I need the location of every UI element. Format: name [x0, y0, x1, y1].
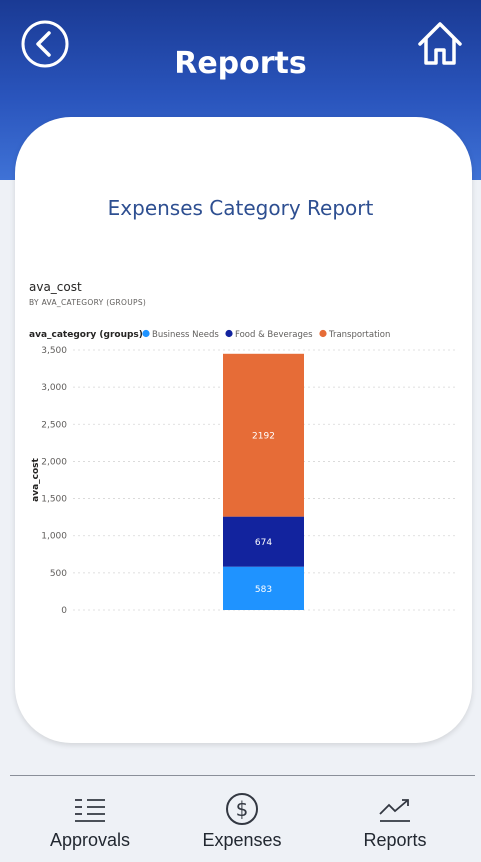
home-button[interactable]	[416, 20, 464, 68]
dollar-circle-icon: $	[226, 793, 258, 825]
legend-marker	[225, 329, 233, 338]
y-tick-label: 3,500	[41, 346, 67, 356]
legend-title: ava_category (groups)	[29, 330, 143, 340]
legend-label: Business Needs	[152, 330, 219, 340]
trend-chart-icon	[379, 799, 410, 822]
home-icon	[418, 22, 462, 65]
chart-subtitle: BY AVA_CATEGORY (GROUPS)	[29, 298, 146, 307]
page-title: Reports	[174, 46, 307, 81]
nav-divider	[10, 775, 475, 776]
chart-title: ava_cost	[29, 280, 82, 294]
nav-reports-label: Reports	[363, 830, 427, 850]
legend-label: Food & Beverages	[235, 330, 313, 340]
nav-approvals-label: Approvals	[49, 830, 131, 850]
y-tick-label: 500	[50, 569, 67, 579]
legend-marker	[142, 329, 150, 338]
chart-legend: ava_category (groups) Business Needs Food …	[29, 329, 390, 340]
bar-segment[interactable]	[223, 516, 304, 567]
y-tick-label: 1,500	[41, 495, 67, 505]
bar-segment[interactable]	[223, 566, 304, 610]
bar-segment[interactable]	[223, 353, 304, 517]
nav-reports[interactable]: Reports	[325, 790, 465, 858]
svg-text:$: $	[236, 797, 249, 821]
legend-marker	[319, 329, 327, 338]
nav-expenses[interactable]: $ Expenses	[172, 790, 312, 858]
y-tick-label: 2,000	[41, 457, 67, 467]
data-label: 583	[255, 585, 272, 595]
y-axis-label: ava_cost	[31, 457, 41, 501]
nav-approvals[interactable]: Approvals	[20, 790, 160, 858]
back-button[interactable]	[21, 20, 69, 68]
list-icon	[75, 799, 105, 822]
data-label: 674	[255, 538, 272, 548]
stacked-bar-chart[interactable]: ava_cost BY AVA_CATEGORY (GROUPS) ava_ca…	[0, 0, 481, 700]
data-label: 2192	[252, 432, 275, 442]
y-tick-label: 3,000	[41, 383, 67, 393]
legend-label: Transportation	[328, 330, 390, 340]
chevron-left-circle-icon	[21, 20, 69, 68]
nav-expenses-label: Expenses	[202, 830, 282, 850]
report-title: Expenses Category Report	[107, 196, 374, 220]
chart-bars: 583 674 2192	[223, 353, 304, 610]
y-tick-label: 0	[61, 606, 67, 616]
y-axis-ticks: 0 500 1,000 1,500 2,000 2,500 3,000 3,500	[41, 346, 67, 616]
y-tick-label: 1,000	[41, 532, 67, 542]
y-tick-label: 2,500	[41, 420, 67, 430]
